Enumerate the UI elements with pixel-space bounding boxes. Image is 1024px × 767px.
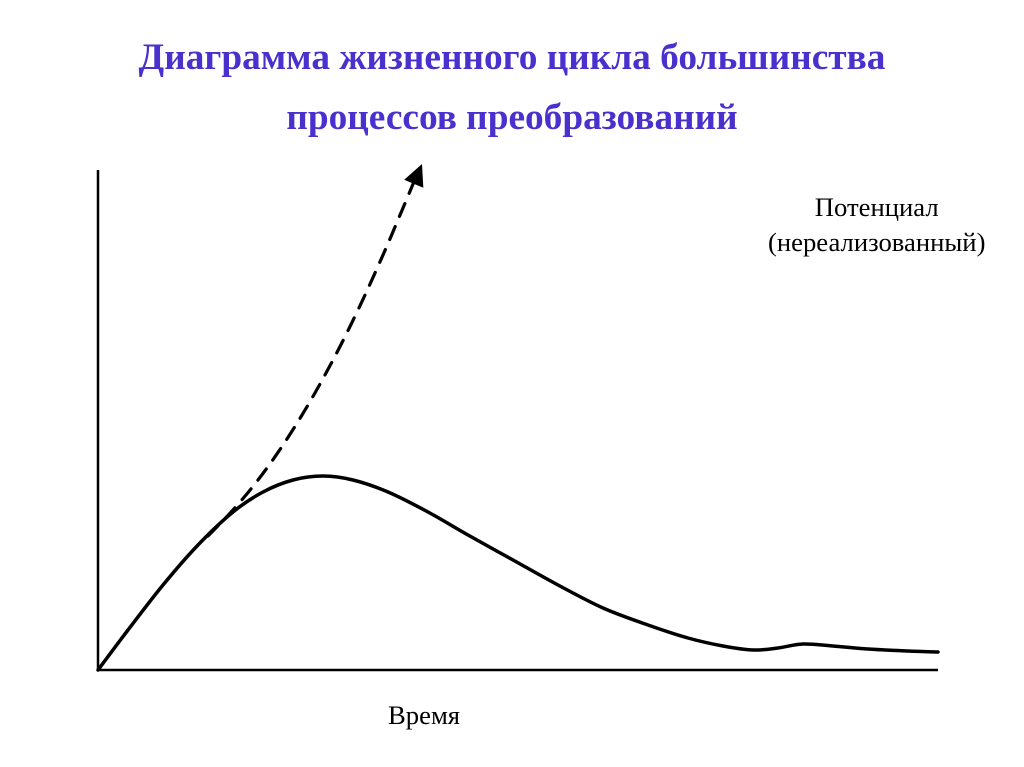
chart-area: Потенциал (нереализованный) Время [68, 160, 968, 720]
legend-line2: (нереализованный) [768, 227, 985, 257]
x-axis-label: Время [388, 700, 460, 731]
title-line2: процессов преобразований [286, 97, 737, 138]
legend-line1: Потенциал [815, 192, 939, 222]
chart-title: Диаграмма жизненного цикла большинства п… [0, 0, 1024, 147]
legend-potential: Потенциал (нереализованный) [768, 190, 985, 259]
title-line1: Диаграмма жизненного цикла большинства [139, 37, 886, 78]
